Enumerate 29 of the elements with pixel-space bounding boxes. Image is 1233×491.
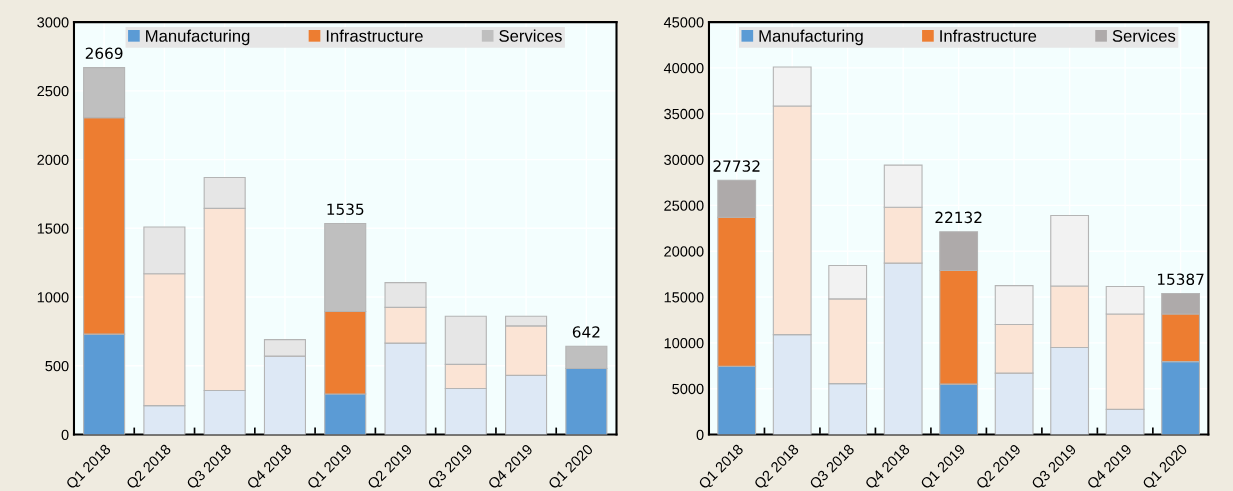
legend-label: Manufacturing [146, 29, 250, 46]
total-label: 1535 [327, 203, 364, 215]
y-tick-label: 25000 [664, 200, 704, 211]
legend-label: Infrastructure [940, 29, 1037, 42]
y-tick-label: 3000 [37, 17, 69, 28]
total-label: 15387 [1157, 273, 1204, 285]
y-tick-label: 500 [45, 360, 69, 372]
y-tick-label: 40000 [663, 63, 704, 74]
y-tick-label: 2500 [37, 85, 69, 97]
y-tick-label: 5000 [672, 383, 704, 395]
y-tick-label: 0 [61, 429, 69, 440]
y-tick-label: 2000 [37, 154, 69, 165]
y-tick-label: 1500 [37, 223, 69, 234]
y-tick-label: 1000 [37, 292, 69, 303]
y-tick-label: 20000 [664, 246, 704, 257]
y-tick-label: 45000 [663, 17, 704, 28]
y-tick-label: 0 [696, 429, 704, 440]
y-tick-label: 35000 [664, 108, 704, 120]
legend-label: Manufacturing [759, 29, 863, 46]
total-label: 27732 [713, 160, 760, 172]
y-tick-label: 30000 [664, 154, 704, 165]
y-tick-label: 10000 [664, 337, 704, 349]
y-tick-label: 15000 [664, 292, 704, 303]
total-label: 2669 [85, 47, 123, 60]
total-label: 642 [572, 326, 600, 338]
legend-label: Services [1112, 29, 1176, 42]
total-label: 22132 [935, 211, 982, 224]
legend-label: Services [499, 29, 562, 42]
legend-label: Infrastructure [326, 29, 423, 42]
